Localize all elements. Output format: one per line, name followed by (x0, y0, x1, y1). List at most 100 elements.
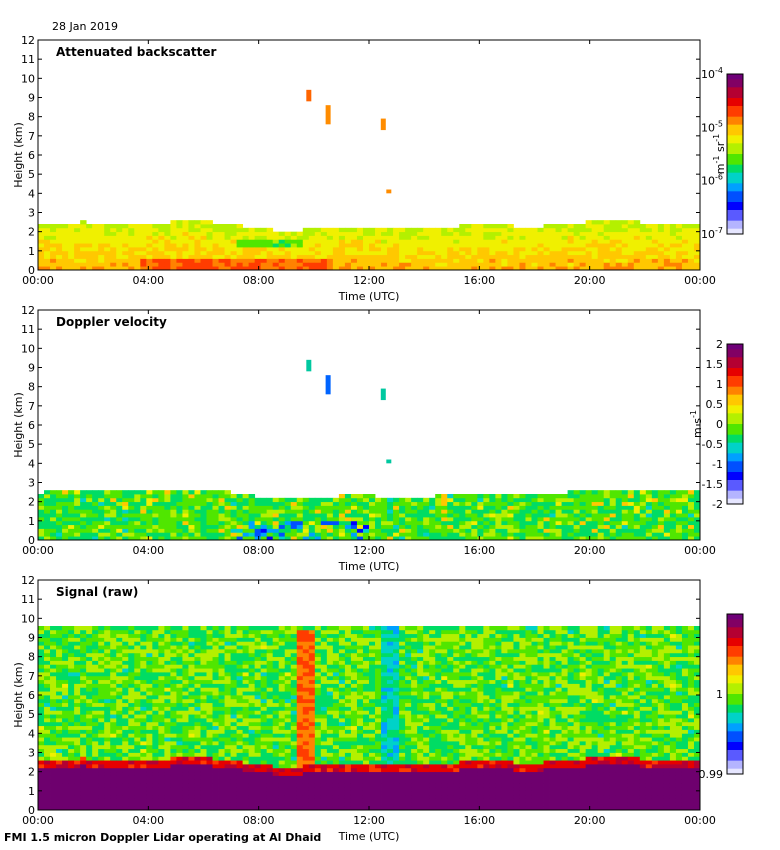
heatmap-cell (513, 528, 520, 533)
heatmap-cell (218, 505, 225, 510)
heatmap-cell (116, 664, 123, 669)
heatmap-cell (224, 633, 231, 638)
heatmap-cell (645, 517, 653, 522)
heatmap-cell (218, 231, 225, 236)
heatmap-cell (188, 629, 195, 635)
heatmap-cell (44, 637, 51, 642)
heatmap-cell (573, 262, 581, 267)
heatmap-cell (549, 513, 556, 518)
heatmap-cell (417, 497, 424, 503)
colorbar-segment (727, 231, 743, 235)
heatmap-cell (80, 505, 87, 510)
heatmap-cell (80, 220, 87, 225)
heatmap-cell (218, 224, 225, 229)
heatmap-cell (290, 513, 298, 518)
heatmap-cell (50, 633, 57, 638)
heatmap-cell (122, 737, 129, 742)
heatmap-cell (284, 528, 292, 533)
heatmap-cell (56, 741, 63, 746)
heatmap-cell (555, 250, 562, 256)
heatmap-cell (639, 254, 647, 259)
heatmap-cell (549, 243, 556, 248)
colorbar-segment (727, 352, 743, 356)
heatmap-cell (152, 683, 159, 688)
heatmap-cell (284, 802, 292, 807)
heatmap-cell (56, 721, 63, 727)
heatmap-cell (501, 497, 508, 503)
heatmap-cell (56, 729, 63, 734)
colorbar-segment (727, 135, 743, 139)
heatmap-cell (375, 501, 382, 506)
heatmap-cell (170, 513, 177, 518)
heatmap-cell (272, 668, 280, 673)
heatmap-cell (44, 490, 51, 495)
heatmap-cell (627, 227, 635, 233)
heatmap-cell (116, 748, 123, 753)
heatmap-cell (182, 729, 189, 734)
heatmap-cell (284, 775, 292, 780)
heatmap-cell (543, 262, 550, 267)
heatmap-cell (645, 520, 653, 526)
heatmap-cell (92, 767, 99, 773)
heatmap-cell (152, 775, 159, 780)
heatmap-cell (687, 528, 695, 533)
colorbar-segment (727, 418, 743, 422)
heatmap-cell (369, 494, 376, 499)
heatmap-cell (212, 250, 219, 256)
heatmap-cell (158, 706, 165, 711)
heatmap-cell (579, 235, 587, 240)
heatmap-cell (116, 779, 123, 784)
heatmap-cell (266, 771, 274, 776)
heatmap-cell (68, 626, 75, 631)
heatmap-cell (344, 258, 352, 263)
heatmap-cell (194, 729, 201, 734)
heatmap-cell (38, 737, 45, 742)
heatmap-cell (98, 698, 105, 704)
heatmap-cell (158, 637, 165, 642)
heatmap-cell (290, 626, 298, 631)
heatmap-cell (609, 494, 617, 499)
heatmap-cell (320, 517, 328, 522)
heatmap-cell (104, 239, 111, 244)
heatmap-cell (278, 775, 286, 780)
heatmap-cell (206, 247, 213, 252)
heatmap-cell (344, 513, 352, 518)
heatmap-cell (164, 698, 171, 704)
heatmap-cell (308, 536, 316, 541)
heatmap-cell (302, 239, 310, 244)
heatmap-cell (92, 633, 99, 638)
heatmap-cell (98, 806, 105, 811)
heatmap-cell (320, 520, 328, 526)
heatmap-cell (146, 505, 153, 510)
heatmap-cell (212, 718, 219, 723)
heatmap-cell (176, 729, 183, 734)
heatmap-cell (50, 494, 57, 499)
heatmap-cell (134, 687, 141, 692)
heatmap-cell (507, 505, 514, 510)
colorbar-segment (727, 196, 743, 200)
heatmap-cell (176, 532, 183, 537)
heatmap-cell (687, 490, 695, 495)
heatmap-cell (206, 806, 213, 811)
heatmap-cell (290, 790, 298, 796)
heatmap-cell (92, 637, 99, 642)
heatmap-cell (224, 752, 231, 757)
heatmap-cell (158, 490, 165, 495)
heatmap-cell (260, 528, 268, 533)
heatmap-cell (447, 258, 454, 263)
heatmap-cell (615, 231, 623, 236)
heatmap-cell (194, 641, 201, 646)
heatmap-cell (669, 247, 677, 252)
heatmap-cell (38, 645, 45, 650)
heatmap-cell (326, 231, 334, 236)
heatmap-cell (158, 528, 165, 533)
heatmap-cell (260, 783, 268, 788)
heatmap-cell (489, 536, 496, 541)
heatmap-cell (230, 729, 237, 734)
heatmap-cell (681, 235, 689, 240)
heatmap-cell (645, 231, 653, 236)
heatmap-cell (513, 231, 520, 236)
heatmap-cell (657, 532, 665, 537)
heatmap-cell (122, 517, 129, 522)
heatmap-cell (146, 691, 153, 696)
